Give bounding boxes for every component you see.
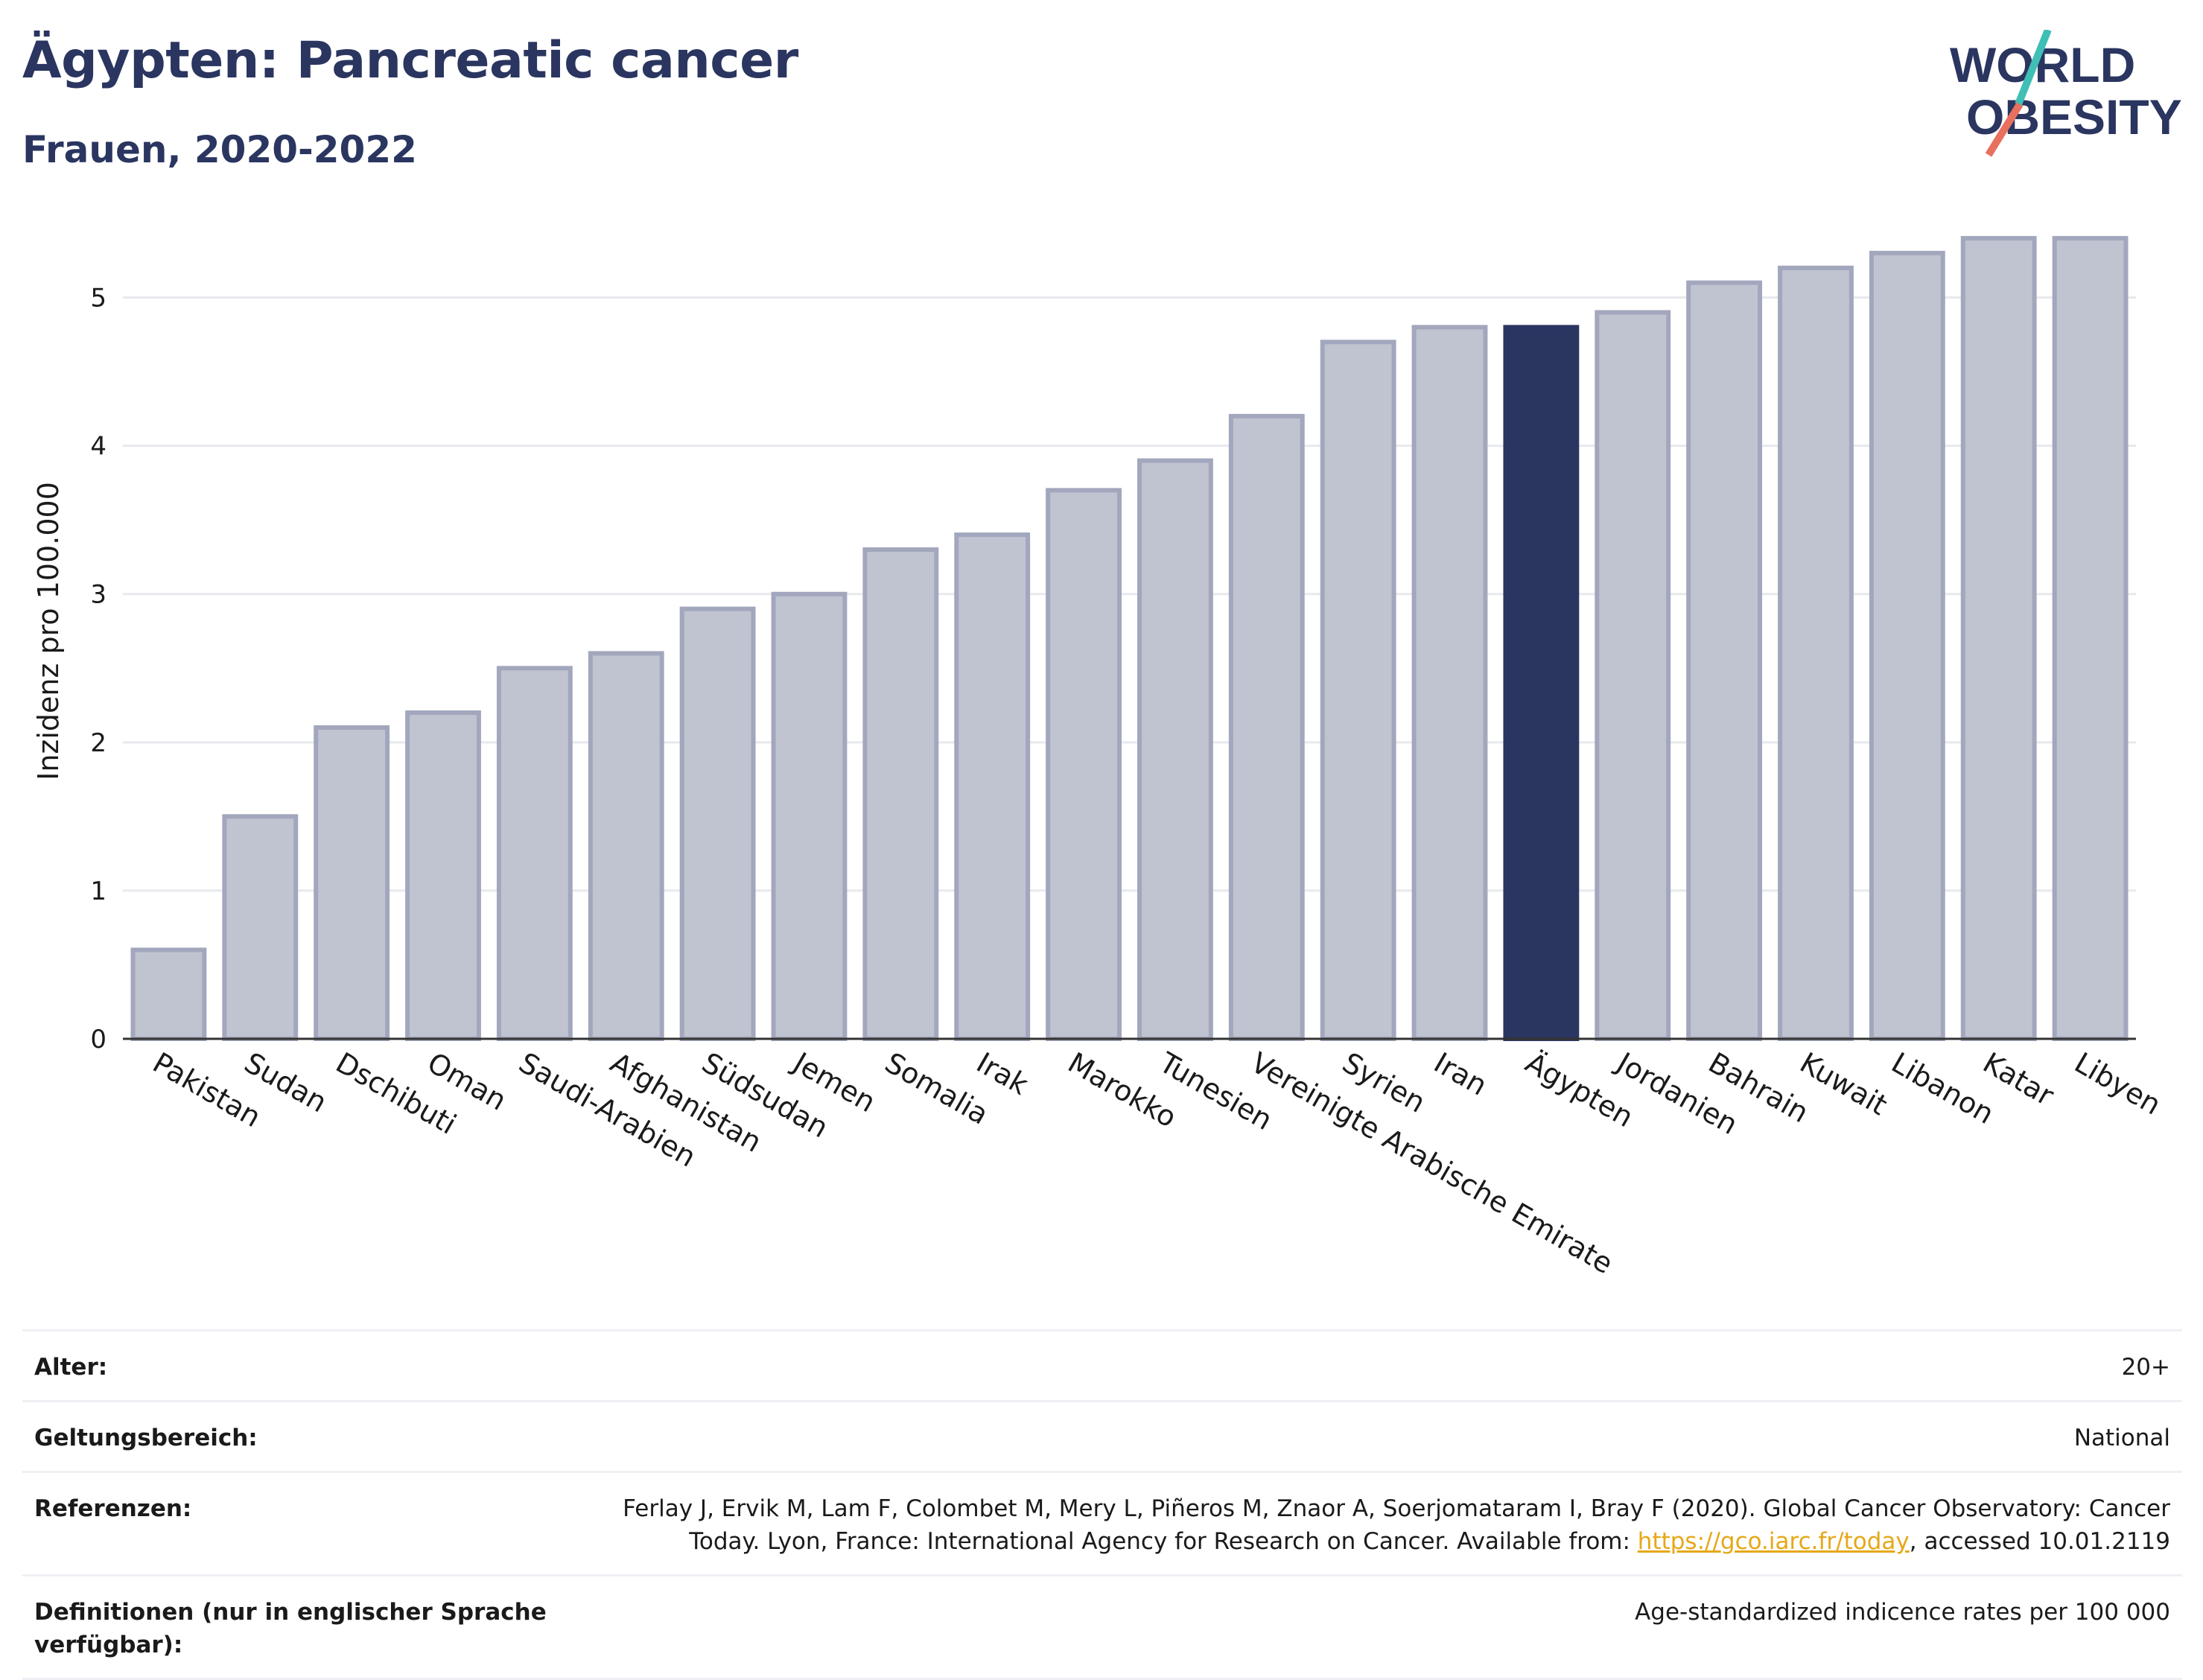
bar — [1320, 340, 1396, 1042]
scope-value: National — [2073, 1425, 2170, 1451]
info-row-scope: Geltungsbereich: National — [22, 1400, 2182, 1471]
bar — [1778, 265, 1854, 1041]
bar — [1411, 325, 1488, 1041]
x-tick-label: Somalia — [880, 1046, 994, 1131]
info-table: Alter: 20+ Geltungsbereich: National Ref… — [22, 1329, 2182, 1680]
bar — [130, 947, 207, 1041]
bar — [679, 606, 756, 1041]
bar — [1046, 488, 1122, 1041]
bar — [862, 547, 939, 1041]
bar — [2052, 235, 2129, 1042]
bar — [1869, 250, 1945, 1041]
logo-slash-teal — [2015, 30, 2052, 106]
x-tick-label: Iran — [1428, 1046, 1492, 1102]
definitions-label: Definitionen (nur in englischer Sprache … — [34, 1599, 547, 1658]
bar — [1503, 325, 1580, 1041]
y-tick-label: 1 — [90, 876, 107, 906]
references-link[interactable]: https://gco.iarc.fr/today — [1637, 1528, 1910, 1555]
bar — [1137, 458, 1213, 1041]
x-tick-label: Kuwait — [1794, 1046, 1892, 1122]
x-tick-label: Libyen — [2069, 1046, 2167, 1121]
references-text: Ferlay J, Ervik M, Lam F, Colombet M, Me… — [623, 1495, 2170, 1555]
definitions-value: Age-standardized indicence rates per 100… — [1635, 1599, 2170, 1626]
y-tick-label: 0 — [90, 1025, 107, 1054]
page-subtitle: Frauen, 2020-2022 — [22, 128, 417, 171]
y-tick-label: 5 — [90, 284, 107, 314]
info-row-definitions: Definitionen (nur in englischer Sprache … — [22, 1574, 2182, 1680]
logo-slash-red — [1985, 102, 2024, 157]
references-value: Ferlay J, Ervik M, Lam F, Colombet M, Me… — [584, 1492, 2170, 1558]
x-tick-label: Irak — [971, 1046, 1034, 1101]
bar — [314, 725, 390, 1042]
world-obesity-logo: WORLD OBESITY — [1950, 30, 2182, 157]
bar — [1686, 280, 1763, 1041]
y-axis-label: Inzidenz pro 100.000 — [32, 482, 65, 780]
bar — [1228, 413, 1305, 1041]
bar — [771, 591, 848, 1041]
references-accessed: , accessed 10.01.2119 — [1909, 1528, 2170, 1555]
bar — [588, 651, 664, 1041]
info-row-references: Referenzen: Ferlay J, Ervik M, Lam F, Co… — [22, 1471, 2182, 1574]
info-row-age: Alter: 20+ — [22, 1329, 2182, 1400]
x-tick-label: Libanon — [1886, 1046, 1999, 1130]
age-value: 20+ — [2121, 1354, 2170, 1381]
y-tick-label: 2 — [90, 728, 107, 758]
scope-label: Geltungsbereich: — [34, 1425, 258, 1451]
references-label: Referenzen: — [34, 1495, 192, 1522]
bar — [222, 814, 299, 1041]
bar — [1960, 235, 2037, 1042]
bar — [405, 710, 481, 1041]
bar — [954, 532, 1031, 1041]
page-title: Ägypten: Pancreatic cancer — [22, 31, 798, 90]
bar — [1595, 310, 1671, 1042]
age-label: Alter: — [34, 1354, 108, 1381]
y-tick-label: 3 — [90, 580, 107, 610]
y-tick-label: 4 — [90, 432, 107, 462]
bar — [496, 666, 573, 1041]
